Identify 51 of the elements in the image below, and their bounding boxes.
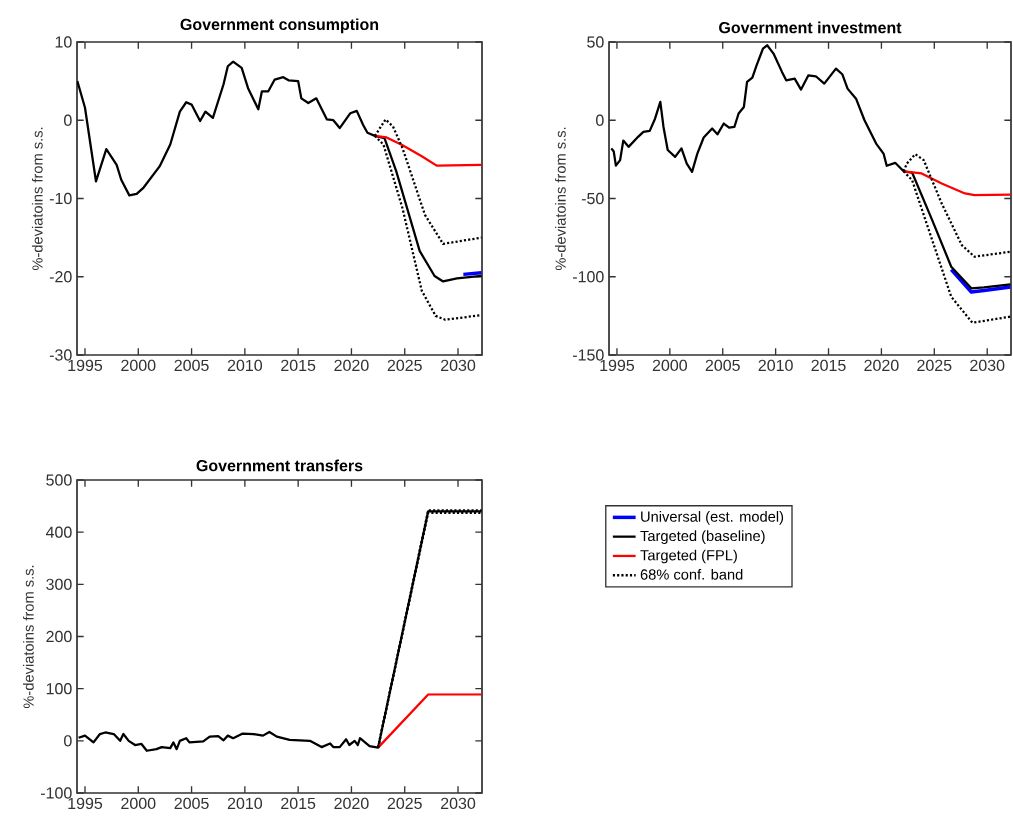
x-tick-label: 2030	[970, 359, 1005, 372]
y-tick-label: 200	[46, 630, 72, 643]
legend-label: 68% conf. band	[640, 568, 743, 580]
y-tick-label: 50	[587, 36, 604, 48]
legend-label: Universal (est. model)	[641, 511, 784, 525]
y-tick-label: 10	[55, 36, 72, 48]
x-tick-label: 2005	[705, 359, 740, 372]
y-tick-label: 500	[46, 474, 72, 486]
y-tick-label: -100	[572, 271, 604, 283]
x-tick-label: 2020	[334, 359, 369, 372]
y-tick-label: -10	[49, 192, 72, 205]
y-tick-label: 0	[64, 114, 72, 126]
x-tick-label: 2030	[441, 797, 476, 810]
y-axis-title: %-deviatoins from s.s.	[23, 565, 34, 709]
x-tick-label: 2005	[174, 797, 209, 810]
y-tick-label: -100	[40, 787, 72, 799]
x-tick-label: 2000	[121, 797, 156, 810]
y-tick-label: 400	[45, 526, 72, 538]
x-tick-label: 2015	[811, 359, 846, 372]
x-tick-label: 2030	[441, 359, 476, 372]
x-tick-label: 2015	[281, 359, 316, 372]
chart-title: Government investment	[719, 21, 902, 34]
x-tick-label: 2000	[121, 359, 156, 372]
y-tick-label: 300	[46, 578, 72, 590]
chart-title: Government transfers	[196, 459, 363, 472]
x-tick-label: 2020	[864, 359, 899, 372]
x-tick-label: 2000	[652, 359, 688, 372]
y-axis-title: %-deviatoins from s.s.	[555, 127, 566, 271]
x-tick-label: 2025	[917, 359, 952, 372]
x-tick-label: 2010	[227, 359, 263, 372]
y-tick-label: -30	[49, 349, 72, 361]
y-tick-label: -50	[581, 192, 604, 205]
legend-label: Targeted (baseline)	[640, 530, 765, 544]
x-tick-label: 2025	[387, 797, 422, 810]
x-tick-label: 2010	[758, 359, 793, 372]
y-tick-label: -20	[49, 271, 72, 283]
y-tick-label: 100	[46, 683, 72, 695]
y-axis-title: %-deviatoins from s.s.	[31, 127, 43, 271]
y-tick-label: -150	[572, 349, 604, 361]
x-tick-label: 2005	[174, 359, 209, 372]
x-tick-label: 1995	[68, 359, 103, 372]
legend-label: Targeted (FPL)	[640, 549, 737, 564]
x-tick-label: 1995	[68, 797, 103, 810]
x-tick-label: 2010	[227, 797, 263, 810]
x-tick-label: 2020	[334, 797, 369, 810]
x-tick-label: 2015	[281, 797, 316, 810]
x-tick-label: 1995	[600, 359, 635, 372]
y-tick-label: 0	[64, 735, 72, 747]
y-tick-label: 0	[596, 114, 604, 126]
x-tick-label: 2025	[387, 359, 422, 372]
chart-title: Government consumption	[180, 18, 379, 34]
